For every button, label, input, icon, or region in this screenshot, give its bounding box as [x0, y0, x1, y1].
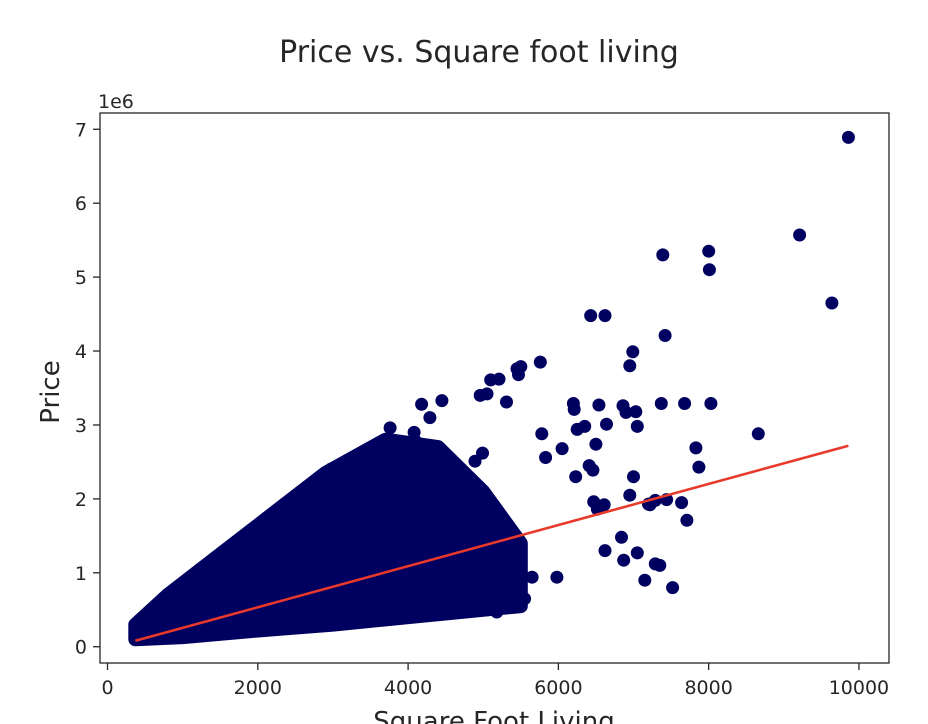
x-tick-label: 6000: [534, 677, 582, 699]
scatter-point: [793, 228, 807, 242]
y-tick-label: 7: [75, 119, 87, 141]
y-tick-label: 0: [75, 637, 87, 659]
scatter-point: [617, 553, 631, 567]
scatter-point: [704, 397, 718, 410]
scatter-point: [513, 598, 527, 612]
scatter-point: [539, 451, 553, 464]
y-tick-label: 4: [75, 341, 87, 363]
scatter-point: [623, 359, 637, 373]
x-tick-label: 2000: [234, 677, 282, 699]
scatter-point: [512, 368, 525, 382]
scatter-point: [569, 470, 583, 484]
scatter-point: [666, 581, 680, 595]
scatter-point: [589, 437, 603, 451]
scatter-point: [550, 570, 564, 584]
scatter-point-cloud: [128, 432, 528, 647]
scatter-point: [533, 355, 547, 369]
scatter-point: [619, 405, 633, 419]
scatter-point: [656, 248, 670, 262]
scatter-point: [555, 442, 569, 456]
scatter-point: [449, 584, 463, 598]
plot-frame: [99, 112, 890, 664]
scatter-point: [630, 546, 644, 560]
scatter-point: [435, 394, 449, 408]
y-tick-label: 1: [75, 563, 87, 585]
chart-title: Price vs. Square foot living: [279, 35, 679, 70]
regression-line-group: [134, 444, 849, 643]
scatter-point: [567, 402, 581, 416]
scatter-point: [630, 419, 644, 433]
scatter-point: [626, 345, 640, 359]
scatter-point: [525, 570, 539, 584]
x-axis-ticks: 0 2000 4000 6000 8000 10000: [101, 663, 889, 699]
x-tick-label: 0: [101, 677, 113, 699]
scatter-point: [825, 296, 839, 310]
scatter-point: [409, 434, 423, 448]
scatter-point: [702, 244, 716, 258]
x-axis-label: Square Foot Living: [373, 707, 614, 724]
scatter-point: [638, 573, 652, 587]
scatter-point: [476, 446, 489, 460]
scatter-point: [653, 558, 667, 572]
regression-line: [134, 444, 849, 643]
scatter-point: [584, 309, 598, 323]
scatter-point: [600, 417, 613, 431]
scatter-point: [689, 441, 703, 455]
x-tick-label: 4000: [384, 677, 432, 699]
scatter-point: [654, 397, 668, 410]
scatter-point: [586, 463, 600, 477]
y-axis-offset-label: 1e6: [98, 91, 134, 113]
scatter-point: [491, 596, 504, 610]
scatter-point: [841, 130, 855, 144]
scatter-point: [627, 470, 640, 484]
scatter-point: [570, 422, 584, 436]
y-axis-ticks: 0 1 2 3 4 5 6 7: [75, 119, 100, 659]
scatter-point: [444, 572, 458, 586]
scatter-point: [423, 411, 437, 425]
scatter-point: [598, 544, 612, 558]
scatter-point: [702, 263, 716, 277]
scatter-point: [426, 444, 440, 458]
scatter-point: [692, 460, 706, 474]
scatter-point: [597, 498, 611, 512]
scatter-point: [415, 397, 429, 411]
scatter-point: [324, 462, 338, 476]
scatter-point: [383, 421, 397, 435]
y-tick-label: 5: [75, 267, 87, 289]
scatter-point: [680, 513, 694, 527]
scatter-point: [371, 464, 385, 478]
scatter-point: [500, 395, 513, 409]
scatter-point: [678, 397, 692, 410]
scatter-point: [658, 329, 672, 342]
scatter-point: [598, 309, 612, 323]
scatter-point: [629, 405, 643, 419]
scatter-point: [623, 488, 637, 502]
scatter-point: [615, 530, 628, 544]
y-axis-label: Price: [36, 360, 66, 423]
y-tick-label: 2: [75, 489, 87, 511]
y-tick-label: 3: [75, 415, 87, 437]
scatter-point: [535, 427, 549, 441]
scatter-point: [751, 427, 765, 441]
y-tick-label: 6: [75, 193, 87, 215]
scatter-points: [128, 130, 855, 647]
scatter-point: [467, 579, 480, 593]
x-tick-label: 8000: [684, 677, 732, 699]
scatter-point: [675, 496, 689, 510]
scatter-point: [480, 387, 494, 401]
scatter-point: [352, 451, 366, 465]
scatter-point: [592, 398, 606, 412]
scatter-point: [492, 372, 506, 386]
x-tick-label: 10000: [829, 677, 889, 699]
